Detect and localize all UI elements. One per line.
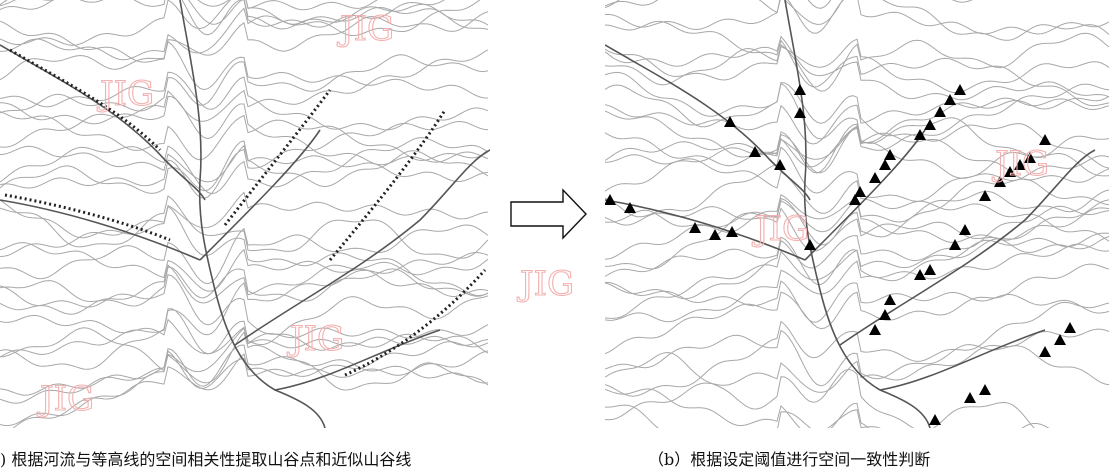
arrow: [511, 190, 586, 238]
valley-line: [225, 90, 330, 225]
valley-point: [1039, 346, 1051, 357]
watermark: JIG: [517, 264, 574, 304]
map-panel-b: [604, 0, 1109, 469]
contour-line: [0, 141, 488, 194]
river: [805, 130, 925, 260]
caption-b: （b）根据设定阈值进行空间一致性判断: [648, 450, 930, 469]
watermark: JIG: [287, 319, 344, 359]
valley-point: [924, 119, 936, 130]
valley-point: [924, 264, 936, 275]
valley-point: [879, 309, 891, 320]
river: [605, 45, 810, 200]
valley-point: [959, 224, 971, 235]
watermark: JIG: [752, 209, 809, 249]
valley-point: [979, 384, 991, 395]
river: [880, 330, 1045, 390]
valley-point: [884, 294, 896, 305]
valley-point: [964, 392, 976, 403]
contour-line: [605, 0, 1109, 34]
figure: ) 根据河流与等高线的空间相关性提取山谷点和近似山谷线 （b）根据设定阈值进行空…: [0, 0, 1118, 472]
contour-line: [0, 72, 488, 130]
valley-point: [884, 149, 896, 160]
contour-line: [0, 253, 488, 358]
valley-point: [1054, 334, 1066, 345]
watermark: JIG: [37, 379, 94, 419]
river: [0, 200, 200, 260]
valley-point: [1064, 322, 1076, 333]
watermark: JIG: [992, 144, 1049, 184]
contour-line: [605, 0, 1109, 6]
valley-point: [869, 172, 881, 183]
valley-point: [929, 414, 941, 425]
contour-line: [605, 264, 1109, 354]
contour-line: [605, 353, 1109, 453]
contour-line: [0, 259, 488, 314]
valley-point: [794, 84, 806, 95]
contour-line: [0, 196, 488, 258]
map-panel-a: [0, 0, 490, 436]
contour-line: [605, 281, 1109, 322]
contour-line: [605, 200, 1109, 319]
watermark: JIG: [97, 74, 154, 114]
contour-line: [605, 302, 1109, 396]
valley-point: [949, 239, 961, 250]
contour-line: [0, 0, 488, 60]
valley-point: [954, 84, 966, 95]
contour-line: [605, 0, 1109, 8]
river: [180, 0, 325, 428]
contour-line: [605, 330, 1109, 385]
contour-line: [605, 0, 1109, 40]
contour-line: [605, 0, 1109, 2]
valley-point: [869, 324, 881, 335]
caption-a: ) 根据河流与等高线的空间相关性提取山谷点和近似山谷线: [0, 450, 411, 469]
watermark: JIG: [337, 9, 394, 49]
valley-point: [879, 159, 891, 170]
river: [235, 150, 490, 345]
valley-line: [330, 110, 445, 260]
valley-point: [854, 186, 866, 197]
contour-line: [0, 243, 488, 297]
